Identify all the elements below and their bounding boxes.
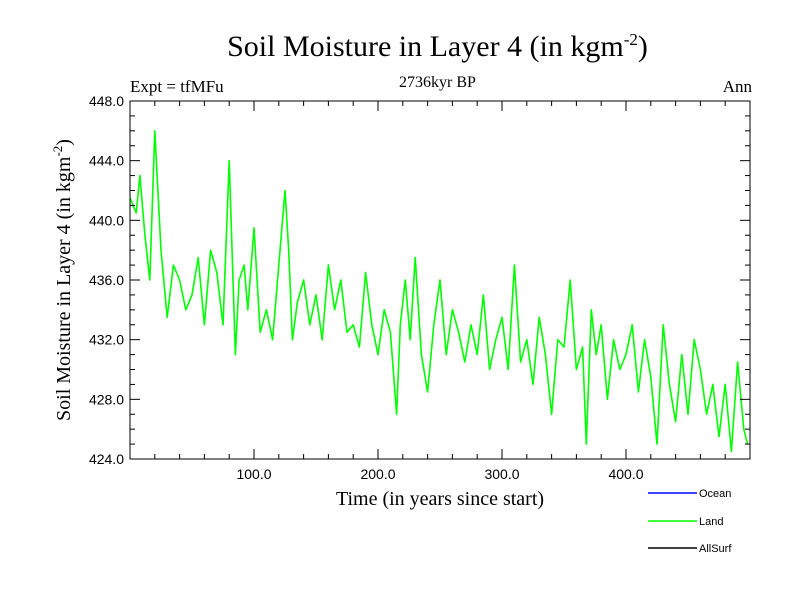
y-tick-label: 436.0 [89, 272, 124, 288]
y-tick-label: 424.0 [89, 451, 124, 467]
y-axis-label: Soil Moisture in Layer 4 (in kgm-2) [50, 139, 75, 421]
y-tick-label: 432.0 [89, 332, 124, 348]
series-line-land [129, 130, 749, 453]
y-tick-label: 448.0 [89, 93, 124, 109]
chart-subtitle: 2736kyr BP [399, 74, 476, 91]
chart-title-sup: -2 [623, 30, 638, 49]
x-tick-label: 100.0 [236, 466, 271, 482]
chart-title-text: Soil Moisture in Layer 4 (in kgm [227, 30, 624, 63]
y-tick-label: 440.0 [89, 212, 124, 228]
y-tick-label: 444.0 [89, 153, 124, 169]
chart-title: Soil Moisture in Layer 4 (in kgm-2) [0, 30, 800, 64]
chart-title-end: ) [637, 30, 648, 63]
y-tick-label: 428.0 [89, 391, 124, 407]
experiment-label: Expt = tfMFu [130, 77, 224, 96]
x-tick-label: 300.0 [484, 466, 519, 482]
x-axis-label: Time (in years since start) [336, 488, 544, 510]
period-label: Ann [722, 77, 752, 96]
x-tick-label: 400.0 [608, 466, 643, 482]
x-tick-label: 200.0 [360, 466, 395, 482]
legend-label-land: Land [699, 516, 723, 528]
legend-label-ocean: Ocean [699, 488, 731, 500]
legend-label-allsurf: AllSurf [699, 543, 732, 555]
